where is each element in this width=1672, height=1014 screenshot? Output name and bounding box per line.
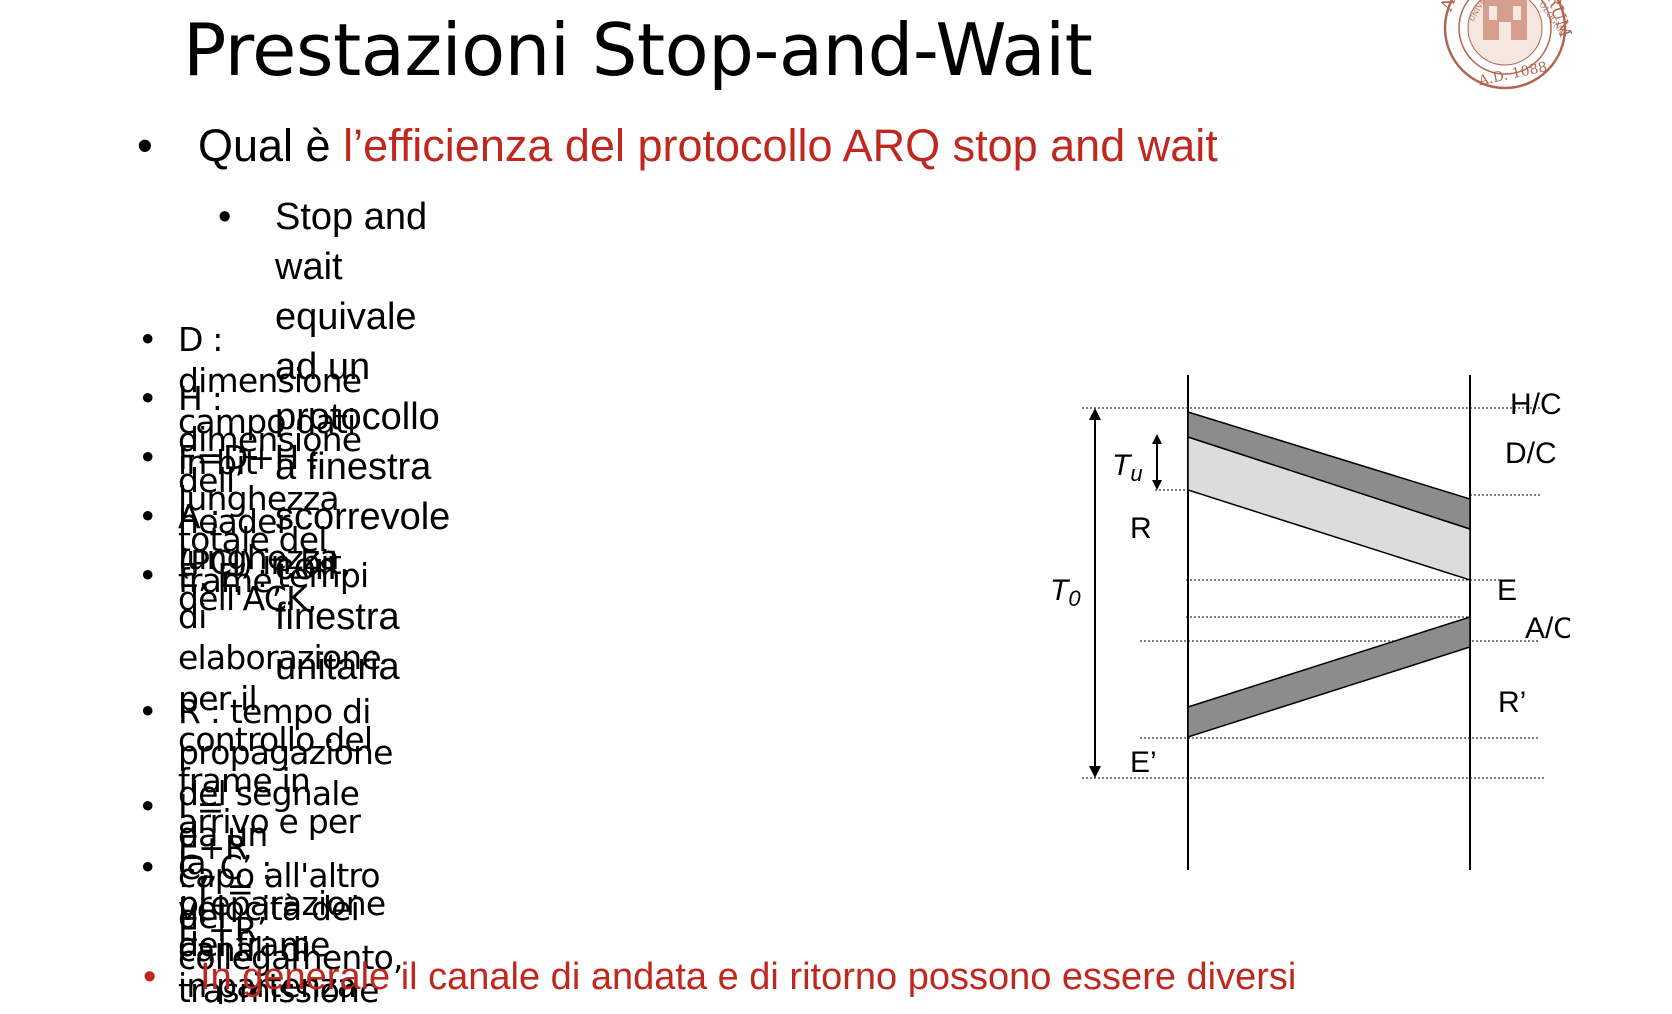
reference-lines [1082, 407, 1545, 779]
label-hc: H/C [1510, 388, 1562, 421]
stop-and-wait-timing-diagram: H/C D/C Tu R T0 E A/C’ R’ E’ [1050, 375, 1570, 870]
bullet-dot: • [138, 692, 157, 731]
header-band [1187, 410, 1471, 531]
university-seal-icon: ALMA RUM OLOGNA UNIVERS A.D. 1088 [1437, 0, 1575, 90]
label-r-prime: R’ [1498, 686, 1526, 719]
bullet-dot: • [138, 438, 157, 477]
definition-text: D : dimensione campo dati in bit [178, 320, 362, 482]
t0-arrow [1089, 408, 1101, 778]
label-e: E [1497, 574, 1517, 607]
question-highlight: l’efficienza del protocollo ARQ stop and… [343, 120, 1218, 171]
label-t0-main: T [1050, 574, 1071, 607]
question-prefix: Qual è [198, 120, 344, 171]
bullet-dot: • [218, 196, 232, 238]
bullet-dot: • [137, 120, 153, 171]
svg-text:ALMA: ALMA [1437, 0, 1475, 15]
bullet-dot: • [138, 497, 157, 536]
label-t0: T0 [1050, 574, 1081, 611]
definition-text: I = E+R ; I’ = E’+R’ [178, 787, 267, 949]
bullet-dot: • [138, 379, 157, 418]
label-tu: Tu [1112, 449, 1143, 486]
definition-text: E, E’ : tempi di elaborazione per il con… [178, 556, 386, 1005]
label-ac: A/C’ [1525, 612, 1570, 645]
label-dc: D/C [1505, 437, 1557, 470]
label-tu-sub: u [1130, 461, 1142, 486]
definition-text: A : lunghezza dell'ACK, [178, 497, 340, 618]
label-r: R [1130, 512, 1152, 545]
subpoint-text: Stop and wait equivale ad un protocollo … [275, 196, 451, 688]
bullet-dot: • [138, 556, 157, 595]
bullet-dot: • [138, 848, 157, 887]
tu-arrow [1152, 434, 1162, 490]
ack-band [1187, 615, 1471, 739]
label-tu-main: T [1112, 449, 1133, 482]
label-e-prime: E’ [1130, 746, 1157, 779]
bullet-dot: • [138, 787, 157, 826]
question-text: Qual è l’efficienza del protocollo ARQ s… [198, 116, 1218, 176]
bullet-dot: • [138, 320, 157, 359]
definition-text: R : tempo di propagazione del segnale da… [178, 692, 404, 977]
bullet-dot: • [143, 956, 157, 998]
label-t0-sub: 0 [1068, 586, 1081, 611]
definition-text: C, C’ : velocità dei canali di trasmissi… [178, 848, 379, 1010]
footer-text: In generale il canale di andata e di rit… [200, 956, 1297, 998]
definition-text: F=D+H : lunghezza totale del frame, [178, 438, 340, 600]
slide-title: Prestazioni Stop-and-Wait [183, 8, 1093, 92]
definition-text: H : dimensione dell’ header (PCI) in bit… [178, 379, 362, 582]
